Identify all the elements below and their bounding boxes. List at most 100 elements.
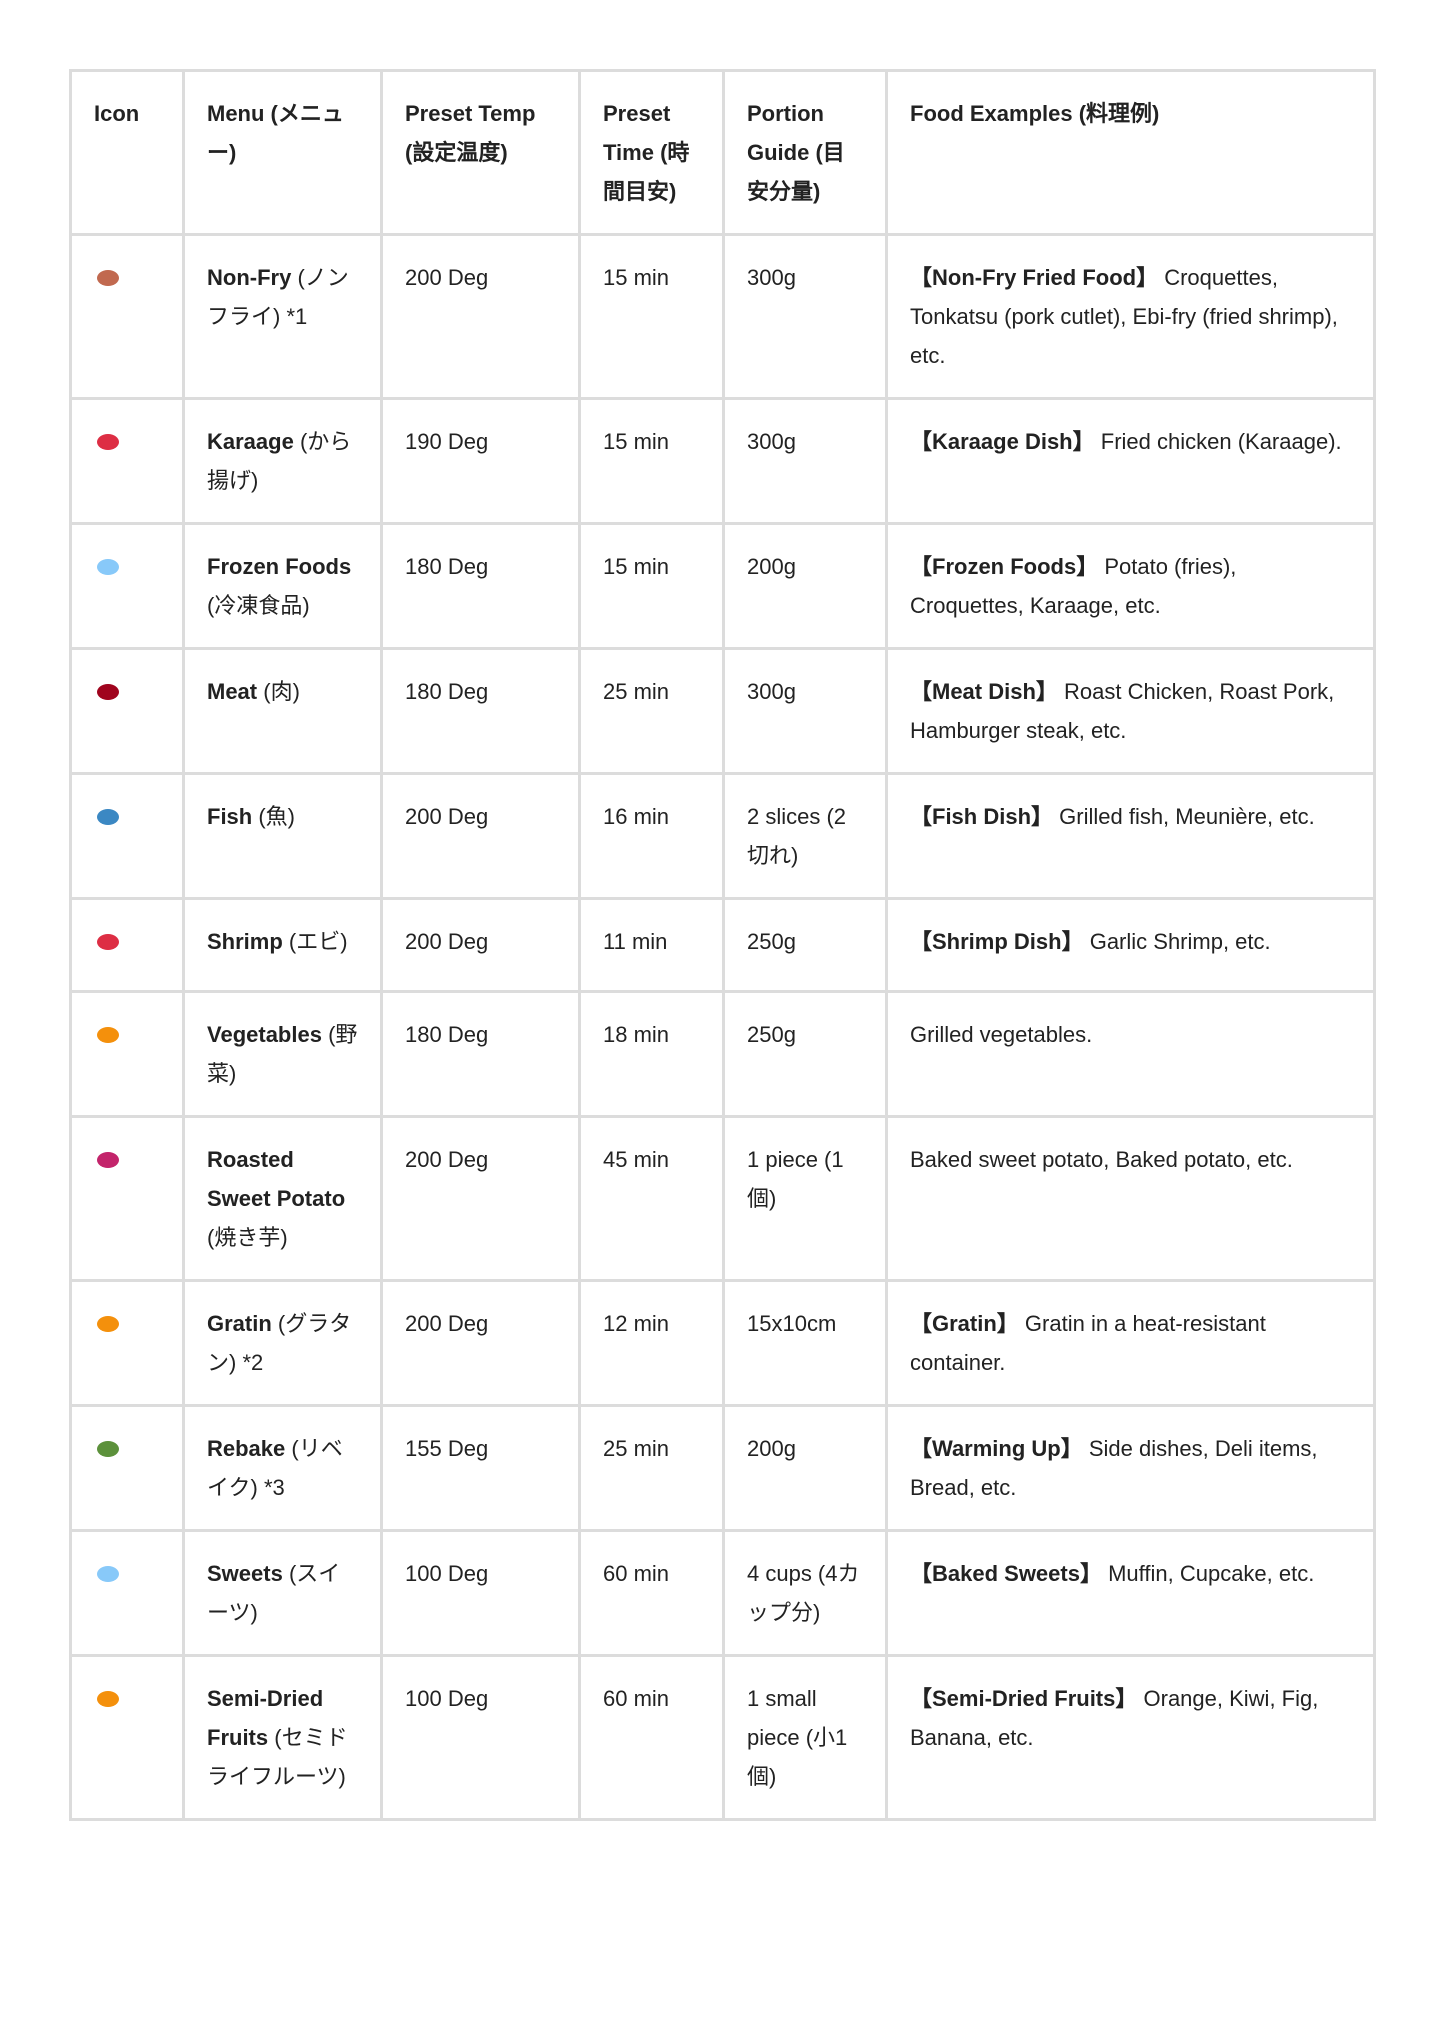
example-text: Muffin, Cupcake, etc. bbox=[1108, 1561, 1315, 1586]
temp-cell: 100 Deg bbox=[380, 1529, 581, 1657]
portion-cell: 200g bbox=[722, 1404, 888, 1532]
menu-name-jp: (冷凍食品) bbox=[207, 593, 310, 618]
portion-cell: 300g bbox=[722, 233, 888, 400]
examples-cell: 【Frozen Foods】 Potato (fries), Croquette… bbox=[885, 522, 1376, 650]
menu-name: Meat bbox=[207, 679, 258, 704]
time-cell: 25 min bbox=[578, 647, 725, 775]
examples-cell: 【Meat Dish】 Roast Chicken, Roast Pork, H… bbox=[885, 647, 1376, 775]
menu-name-jp: (焼き芋) bbox=[207, 1225, 288, 1250]
icon-cell bbox=[69, 1529, 185, 1657]
example-category: 【Karaage Dish】 bbox=[910, 429, 1095, 454]
table-row: Shrimp (エビ) 200 Deg 11 min 250g 【Shrimp … bbox=[69, 897, 1376, 993]
example-category: 【Baked Sweets】 bbox=[910, 1561, 1102, 1586]
example-text: Gratin in a heat-resistant container. bbox=[910, 1311, 1266, 1375]
table-row: Rebake (リベイク) *3 155 Deg 25 min 200g 【Wa… bbox=[69, 1404, 1376, 1532]
time-cell: 18 min bbox=[578, 990, 725, 1118]
table-row: Roasted Sweet Potato (焼き芋) 200 Deg 45 mi… bbox=[69, 1115, 1376, 1282]
header-menu: Menu (メニュー) bbox=[182, 69, 383, 236]
temp-cell: 200 Deg bbox=[380, 772, 581, 900]
example-text: Fried chicken (Karaage). bbox=[1100, 429, 1342, 454]
temp-cell: 180 Deg bbox=[380, 522, 581, 650]
icon-cell bbox=[69, 522, 185, 650]
shallow-pan-of-food-icon bbox=[97, 1316, 119, 1332]
example-category: 【Frozen Foods】 bbox=[910, 554, 1099, 579]
temp-cell: 180 Deg bbox=[380, 990, 581, 1118]
table-row: Semi-Dried Fruits (セミドライフルーツ) 100 Deg 60… bbox=[69, 1654, 1376, 1821]
temp-cell: 100 Deg bbox=[380, 1654, 581, 1821]
menu-cell: Frozen Foods (冷凍食品) bbox=[182, 522, 383, 650]
example-category: 【Non-Fry Fried Food】 bbox=[910, 265, 1159, 290]
portion-cell: 250g bbox=[722, 990, 888, 1118]
table-row: Non-Fry (ノンフライ) *1 200 Deg 15 min 300g 【… bbox=[69, 233, 1376, 400]
header-row: Icon Menu (メニュー) Preset Temp (設定温度) Pres… bbox=[69, 69, 1376, 236]
menu-name: Rebake bbox=[207, 1436, 286, 1461]
table-row: Karaage (から揚げ) 190 Deg 15 min 300g 【Kara… bbox=[69, 397, 1376, 525]
example-category: 【Shrimp Dish】 bbox=[910, 929, 1084, 954]
example-text: Potato (fries), Croquettes, Karaage, etc… bbox=[910, 554, 1237, 618]
menu-name-jp: (魚) bbox=[258, 804, 296, 829]
fish-icon bbox=[97, 809, 119, 825]
menu-name: Roasted Sweet Potato bbox=[207, 1147, 346, 1211]
chicken-icon bbox=[97, 434, 119, 450]
example-text: Orange, Kiwi, Fig, Banana, etc. bbox=[910, 1686, 1319, 1750]
menu-name: Sweets bbox=[207, 1561, 283, 1586]
examples-cell: 【Fish Dish】 Grilled fish, Meunière, etc. bbox=[885, 772, 1376, 900]
example-text: Side dishes, Deli items, Bread, etc. bbox=[910, 1436, 1318, 1500]
menu-name: Non-Fry bbox=[207, 265, 292, 290]
menu-cell: Meat (肉) bbox=[182, 647, 383, 775]
poultry-leg-icon bbox=[97, 270, 119, 286]
tangerine-icon bbox=[97, 1691, 119, 1707]
roasted-sweet-potato-icon bbox=[97, 1152, 119, 1168]
temp-cell: 200 Deg bbox=[380, 1279, 581, 1407]
example-category: 【Meat Dish】 bbox=[910, 679, 1058, 704]
menu-cell: Rebake (リベイク) *3 bbox=[182, 1404, 383, 1532]
portion-cell: 200g bbox=[722, 522, 888, 650]
examples-cell: 【Warming Up】 Side dishes, Deli items, Br… bbox=[885, 1404, 1376, 1532]
time-cell: 25 min bbox=[578, 1404, 725, 1532]
example-category: 【Gratin】 bbox=[910, 1311, 1019, 1336]
menu-name-jp: (セミドライフルーツ) bbox=[207, 1725, 348, 1789]
menu-name: Vegetables bbox=[207, 1022, 322, 1047]
snowflake-icon bbox=[97, 559, 119, 575]
time-cell: 45 min bbox=[578, 1115, 725, 1282]
example-category: 【Fish Dish】 bbox=[910, 804, 1054, 829]
stew-pot-icon bbox=[97, 1441, 119, 1457]
menu-cell: Roasted Sweet Potato (焼き芋) bbox=[182, 1115, 383, 1282]
menu-cell: Gratin (グラタン) *2 bbox=[182, 1279, 383, 1407]
examples-cell: 【Baked Sweets】 Muffin, Cupcake, etc. bbox=[885, 1529, 1376, 1657]
table-row: Meat (肉) 180 Deg 25 min 300g 【Meat Dish】… bbox=[69, 647, 1376, 775]
menu-cell: Sweets (スイーツ) bbox=[182, 1529, 383, 1657]
header-temp: Preset Temp (設定温度) bbox=[380, 69, 581, 236]
example-category: 【Semi-Dried Fruits】 bbox=[910, 1686, 1138, 1711]
table-row: Frozen Foods (冷凍食品) 180 Deg 15 min 200g … bbox=[69, 522, 1376, 650]
header-icon: Icon bbox=[69, 69, 185, 236]
temp-cell: 155 Deg bbox=[380, 1404, 581, 1532]
shrimp-icon bbox=[97, 934, 119, 950]
menu-name: Fish bbox=[207, 804, 253, 829]
temp-cell: 200 Deg bbox=[380, 233, 581, 400]
icon-cell bbox=[69, 772, 185, 900]
header-examples: Food Examples (料理例) bbox=[885, 69, 1376, 236]
menu-name-jp: (肉) bbox=[263, 679, 300, 704]
cut-of-meat-icon bbox=[97, 684, 119, 700]
menu-name: Frozen Foods bbox=[207, 554, 352, 579]
temp-cell: 190 Deg bbox=[380, 397, 581, 525]
icon-cell bbox=[69, 990, 185, 1118]
icon-cell bbox=[69, 233, 185, 400]
time-cell: 60 min bbox=[578, 1529, 725, 1657]
portion-cell: 1 small piece (小1個) bbox=[722, 1654, 888, 1821]
preset-menu-table: Icon Menu (メニュー) Preset Temp (設定温度) Pres… bbox=[69, 69, 1376, 1821]
icon-cell bbox=[69, 1654, 185, 1821]
example-text: Garlic Shrimp, etc. bbox=[1089, 929, 1271, 954]
menu-name: Shrimp bbox=[207, 929, 283, 954]
examples-cell: 【Non-Fry Fried Food】 Croquettes, Tonkats… bbox=[885, 233, 1376, 400]
table-row: Fish (魚) 200 Deg 16 min 2 slices (2切れ) 【… bbox=[69, 772, 1376, 900]
icon-cell bbox=[69, 397, 185, 525]
example-text: Grilled fish, Meunière, etc. bbox=[1059, 804, 1315, 829]
header-time: Preset Time (時間目安) bbox=[578, 69, 725, 236]
icon-cell bbox=[69, 897, 185, 993]
time-cell: 60 min bbox=[578, 1654, 725, 1821]
icon-cell bbox=[69, 1115, 185, 1282]
examples-cell: 【Karaage Dish】 Fried chicken (Karaage). bbox=[885, 397, 1376, 525]
menu-name-jp: (野菜) bbox=[207, 1022, 358, 1086]
